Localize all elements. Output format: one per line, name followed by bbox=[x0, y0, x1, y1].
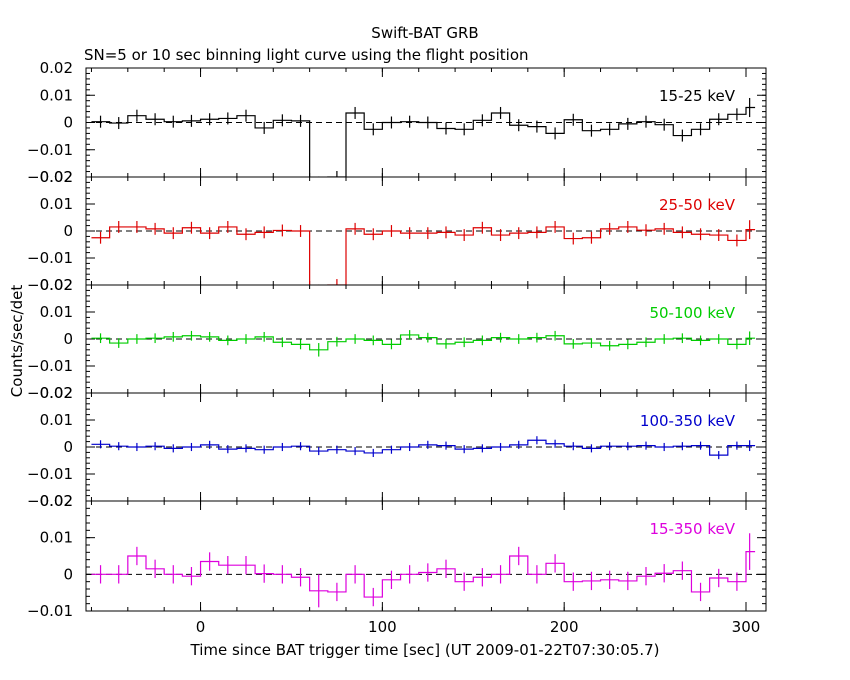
y-tick-label: 0 bbox=[63, 565, 73, 583]
y-tick-label: 0.02 bbox=[40, 384, 73, 402]
y-tick-label: 0.02 bbox=[40, 492, 73, 510]
panel-4: −0.01 0 0.01 0.02 15-350 keV bbox=[27, 492, 767, 620]
y-tick-label: −0.01 bbox=[27, 357, 73, 375]
y-tick-label: −0.02 bbox=[27, 384, 73, 402]
y-tick-label: 0.02 bbox=[40, 276, 73, 294]
series-4 bbox=[91, 533, 756, 608]
chart-subtitle: SN=5 or 10 sec binning light curve using… bbox=[84, 46, 529, 64]
band-label: 100-350 keV bbox=[640, 412, 736, 430]
series-step-line bbox=[91, 439, 756, 456]
series-0 bbox=[91, 97, 756, 177]
y-tick-label: 0.01 bbox=[40, 86, 73, 104]
series-2 bbox=[91, 330, 756, 357]
y-tick-label: −0.02 bbox=[27, 168, 73, 186]
band-label: 50-100 keV bbox=[649, 304, 735, 322]
band-label: 15-25 keV bbox=[659, 87, 736, 105]
y-tick-label: −0.02 bbox=[27, 276, 73, 294]
x-axis-label: Time since BAT trigger time [sec] (UT 20… bbox=[190, 641, 660, 659]
series-step-line bbox=[91, 551, 756, 598]
y-tick-label: 0 bbox=[63, 222, 73, 240]
y-tick-label: −0.01 bbox=[27, 602, 73, 620]
x-tick-label: 300 bbox=[732, 618, 761, 636]
y-tick-label: −0.01 bbox=[27, 465, 73, 483]
series-3 bbox=[91, 436, 756, 460]
x-tick-labels: 0 100 200 300 bbox=[196, 618, 761, 636]
x-tick-label: 0 bbox=[196, 618, 206, 636]
panel-3: −0.02 −0.01 0 0.01 0.02 100-350 keV bbox=[27, 384, 767, 510]
panel-0: −0.02 −0.01 0 0.01 0.02 15-25 keV bbox=[27, 59, 767, 186]
y-tick-label: 0 bbox=[63, 330, 73, 348]
y-tick-label: 0.01 bbox=[40, 411, 73, 429]
y-tick-label: 0.01 bbox=[40, 529, 73, 547]
band-label: 15-350 keV bbox=[649, 520, 735, 538]
y-tick-label: 0.02 bbox=[40, 59, 73, 77]
chart-title: Swift-BAT GRB bbox=[371, 24, 478, 42]
y-tick-label: 0.02 bbox=[40, 168, 73, 186]
y-tick-label: 0.01 bbox=[40, 195, 73, 213]
x-tick-label: 200 bbox=[550, 618, 579, 636]
panel-2: −0.02 −0.01 0 0.01 0.02 50-100 keV bbox=[27, 276, 767, 402]
y-tick-label: 0 bbox=[63, 114, 73, 132]
series-step-line bbox=[91, 226, 756, 285]
y-axis-label: Counts/sec/det bbox=[8, 285, 26, 398]
panel-frame bbox=[85, 500, 767, 612]
y-tick-label: 0 bbox=[63, 438, 73, 456]
y-tick-label: −0.01 bbox=[27, 141, 73, 159]
y-tick-label: −0.02 bbox=[27, 492, 73, 510]
y-tick-label: −0.01 bbox=[27, 249, 73, 267]
series-1 bbox=[91, 220, 756, 285]
y-tick-label: 0.01 bbox=[40, 303, 73, 321]
panel-1: −0.02 −0.01 0 0.01 0.02 25-50 keV bbox=[27, 168, 767, 294]
band-label: 25-50 keV bbox=[659, 196, 736, 214]
x-tick-label: 100 bbox=[368, 618, 397, 636]
